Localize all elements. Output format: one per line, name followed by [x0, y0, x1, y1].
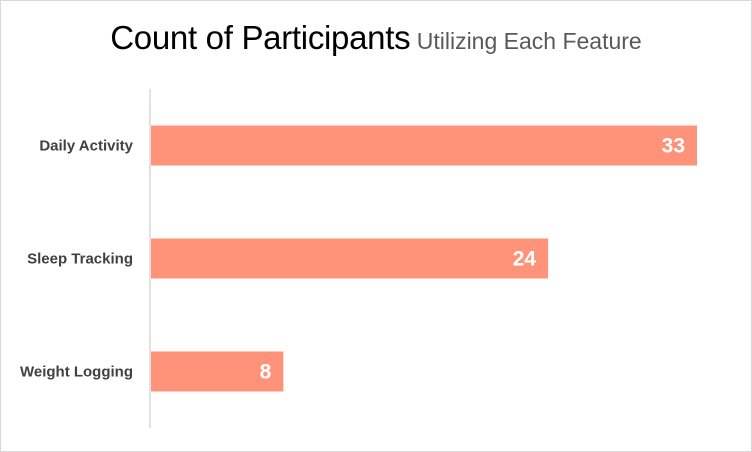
data-label: 8 — [260, 361, 272, 384]
chart-title-main: Count of Participants — [110, 19, 411, 56]
data-label: 33 — [662, 135, 685, 158]
chart-title: Count of Participants Utilizing Each Fea… — [1, 19, 751, 57]
bar-sleep-tracking — [151, 238, 549, 279]
chart-subtitle: Utilizing Each Feature — [416, 28, 642, 54]
category-label: Sleep Tracking — [27, 251, 133, 268]
category-label: Weight Logging — [20, 364, 133, 381]
data-label: 24 — [513, 248, 537, 271]
bars-group: Daily Activity 33 Sleep Tracking 24 Weight L… — [20, 125, 697, 392]
bar-weight-logging — [151, 351, 284, 392]
category-label: Daily Activity — [39, 138, 133, 155]
bar-daily-activity — [151, 125, 697, 166]
